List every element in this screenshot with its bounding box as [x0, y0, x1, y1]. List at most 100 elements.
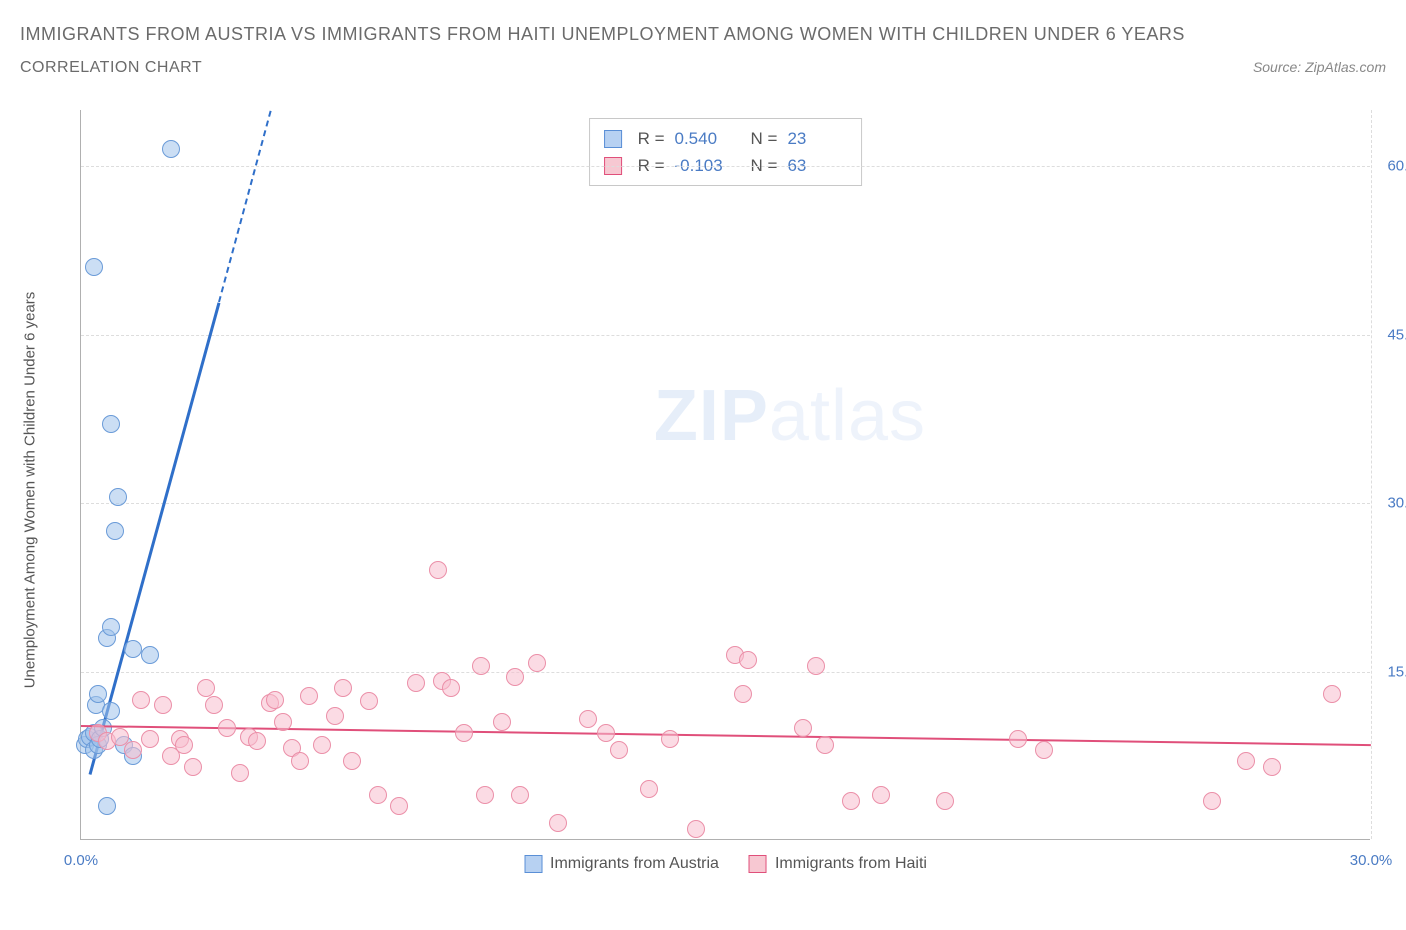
x-tick-label: 0.0%	[64, 852, 98, 869]
y-tick-label: 60.0%	[1387, 158, 1406, 175]
n-label: N =	[751, 125, 778, 152]
data-point-haiti	[205, 696, 223, 714]
data-point-haiti	[493, 713, 511, 731]
data-point-haiti	[511, 786, 529, 804]
bottom-legend: Immigrants from Austria Immigrants from …	[524, 855, 927, 873]
data-point-austria	[109, 488, 127, 506]
data-point-haiti	[687, 820, 705, 838]
data-point-haiti	[816, 736, 834, 754]
data-point-haiti	[936, 792, 954, 810]
data-point-haiti	[266, 691, 284, 709]
n-value-austria: 23	[787, 125, 847, 152]
legend-swatch-austria	[524, 855, 542, 873]
data-point-haiti	[369, 786, 387, 804]
data-point-haiti	[455, 724, 473, 742]
data-point-haiti	[334, 679, 352, 697]
data-point-haiti	[807, 657, 825, 675]
data-point-haiti	[197, 679, 215, 697]
legend-item-austria: Immigrants from Austria	[524, 855, 719, 873]
stats-row-austria: R = 0.540 N = 23	[604, 125, 848, 152]
data-point-haiti	[472, 657, 490, 675]
data-point-haiti	[661, 730, 679, 748]
watermark-atlas: atlas	[769, 376, 926, 456]
data-point-haiti	[506, 668, 524, 686]
data-point-haiti	[640, 780, 658, 798]
chart-title: IMMIGRANTS FROM AUSTRIA VS IMMIGRANTS FR…	[20, 20, 1386, 49]
data-point-haiti	[124, 741, 142, 759]
gridline-v	[1371, 110, 1372, 839]
subtitle-row: CORRELATION CHART Source: ZipAtlas.com	[20, 59, 1386, 77]
data-point-haiti	[175, 736, 193, 754]
data-point-haiti	[132, 691, 150, 709]
data-point-haiti	[274, 713, 292, 731]
data-point-haiti	[248, 732, 266, 750]
chart-header: IMMIGRANTS FROM AUSTRIA VS IMMIGRANTS FR…	[0, 0, 1406, 77]
data-point-austria	[141, 646, 159, 664]
data-point-haiti	[842, 792, 860, 810]
data-point-austria	[106, 522, 124, 540]
chart-subtitle: CORRELATION CHART	[20, 59, 202, 77]
data-point-haiti	[739, 651, 757, 669]
y-tick-label: 15.0%	[1387, 663, 1406, 680]
chart-area: Unemployment Among Women with Children U…	[60, 110, 1380, 870]
plot-region: ZIPatlas R = 0.540 N = 23 R = -0.103 N =…	[80, 110, 1370, 840]
y-axis-label: Unemployment Among Women with Children U…	[22, 292, 39, 689]
y-tick-label: 30.0%	[1387, 495, 1406, 512]
data-point-austria	[98, 797, 116, 815]
legend-label-austria: Immigrants from Austria	[550, 855, 719, 873]
data-point-austria	[85, 258, 103, 276]
data-point-haiti	[1263, 758, 1281, 776]
swatch-austria	[604, 130, 622, 148]
data-point-austria	[89, 685, 107, 703]
data-point-haiti	[597, 724, 615, 742]
data-point-haiti	[1203, 792, 1221, 810]
data-point-haiti	[360, 692, 378, 710]
trend-dash-austria	[218, 111, 272, 302]
data-point-haiti	[407, 674, 425, 692]
data-point-haiti	[528, 654, 546, 672]
data-point-haiti	[326, 707, 344, 725]
stats-legend: R = 0.540 N = 23 R = -0.103 N = 63	[589, 118, 863, 186]
data-point-haiti	[141, 730, 159, 748]
data-point-haiti	[1237, 752, 1255, 770]
data-point-haiti	[872, 786, 890, 804]
data-point-haiti	[231, 764, 249, 782]
data-point-austria	[124, 640, 142, 658]
data-point-austria	[102, 702, 120, 720]
data-point-haiti	[1323, 685, 1341, 703]
data-point-austria	[102, 415, 120, 433]
legend-label-haiti: Immigrants from Haiti	[775, 855, 927, 873]
data-point-haiti	[218, 719, 236, 737]
r-value-austria: 0.540	[675, 125, 735, 152]
data-point-haiti	[442, 679, 460, 697]
data-point-austria	[102, 618, 120, 636]
data-point-haiti	[429, 561, 447, 579]
legend-swatch-haiti	[749, 855, 767, 873]
data-point-haiti	[1009, 730, 1027, 748]
data-point-haiti	[184, 758, 202, 776]
legend-item-haiti: Immigrants from Haiti	[749, 855, 927, 873]
data-point-haiti	[154, 696, 172, 714]
x-tick-label: 30.0%	[1350, 852, 1393, 869]
gridline-h	[81, 335, 1370, 336]
data-point-haiti	[313, 736, 331, 754]
gridline-h	[81, 503, 1370, 504]
data-point-haiti	[794, 719, 812, 737]
r-label: R =	[638, 125, 665, 152]
watermark: ZIPatlas	[654, 375, 926, 457]
data-point-haiti	[300, 687, 318, 705]
gridline-h	[81, 166, 1370, 167]
y-tick-label: 45.0%	[1387, 326, 1406, 343]
data-point-haiti	[390, 797, 408, 815]
data-point-haiti	[579, 710, 597, 728]
data-point-haiti	[1035, 741, 1053, 759]
watermark-zip: ZIP	[654, 376, 769, 456]
data-point-austria	[162, 140, 180, 158]
data-point-haiti	[291, 752, 309, 770]
chart-source: Source: ZipAtlas.com	[1253, 59, 1386, 75]
data-point-haiti	[343, 752, 361, 770]
data-point-haiti	[734, 685, 752, 703]
data-point-haiti	[610, 741, 628, 759]
data-point-haiti	[476, 786, 494, 804]
gridline-h	[81, 672, 1370, 673]
